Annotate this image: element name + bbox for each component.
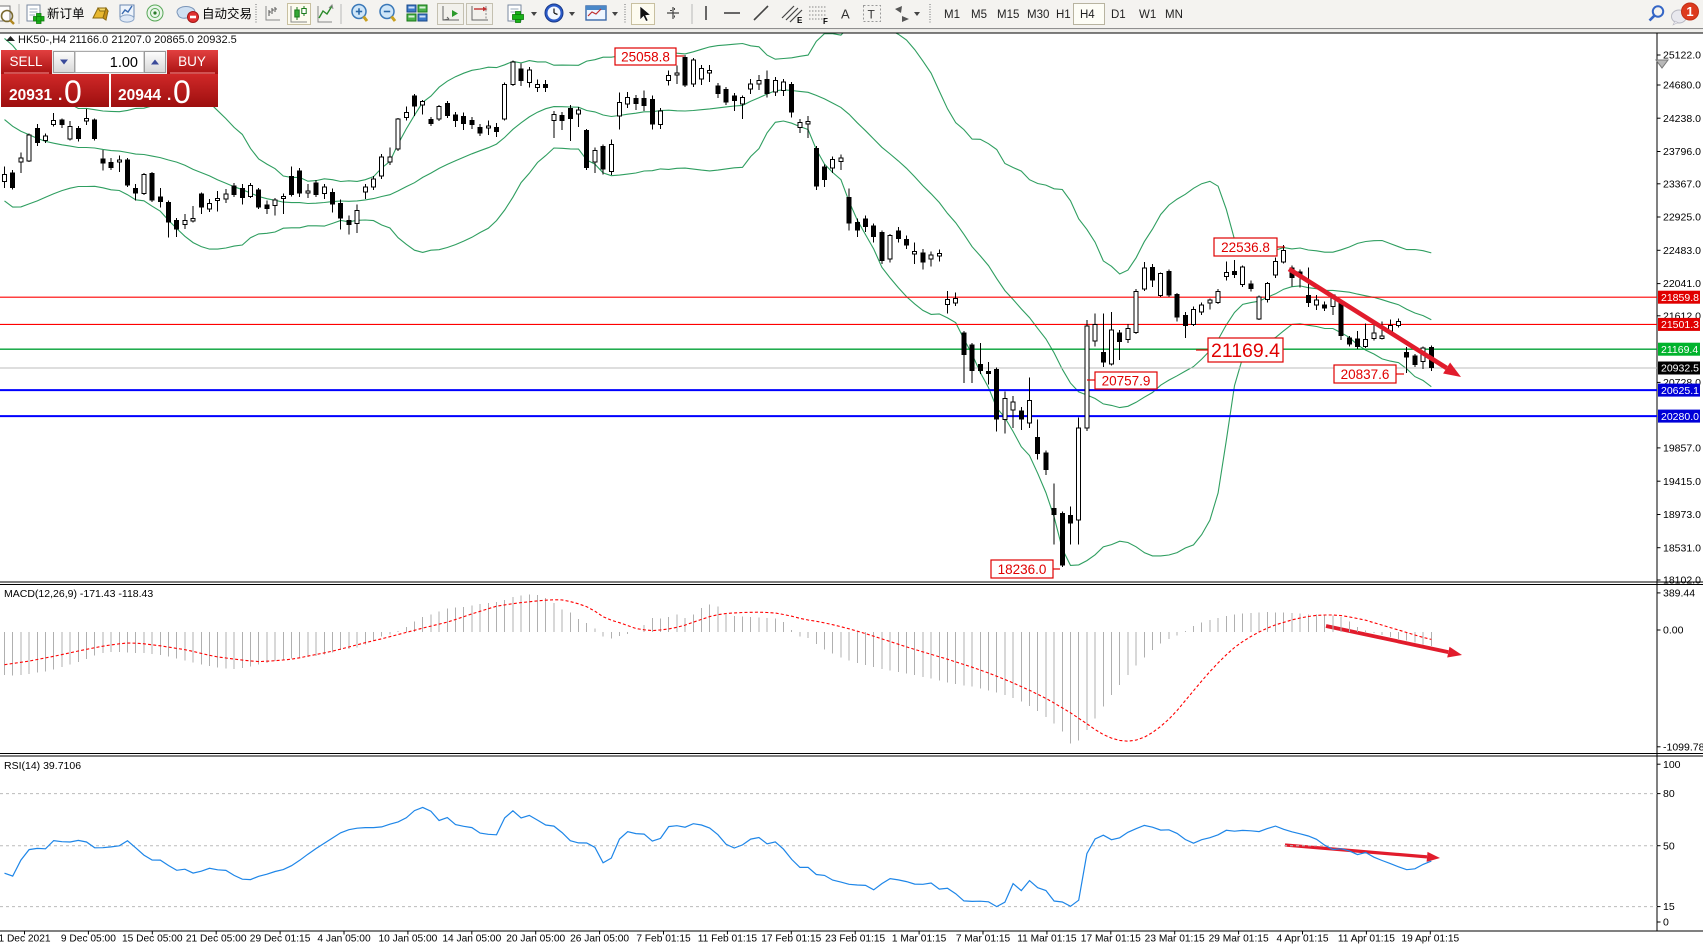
- svg-text:M15: M15: [997, 9, 1019, 21]
- svg-text:26 Jan 05:00: 26 Jan 05:00: [570, 934, 629, 945]
- svg-text:19 Apr 01:15: 19 Apr 01:15: [1401, 934, 1459, 945]
- svg-text:BUY: BUY: [178, 54, 206, 69]
- svg-text:18531.0: 18531.0: [1663, 542, 1701, 554]
- svg-text:1.00: 1.00: [110, 55, 138, 71]
- svg-text:23 Feb 01:15: 23 Feb 01:15: [825, 934, 885, 945]
- svg-text:18236.0: 18236.0: [998, 562, 1047, 577]
- svg-text:24238.0: 24238.0: [1663, 113, 1701, 125]
- svg-text:29 Dec 01:15: 29 Dec 01:15: [250, 934, 311, 945]
- svg-text:SELL: SELL: [9, 54, 43, 69]
- svg-text:21169.4: 21169.4: [1661, 344, 1698, 356]
- svg-text:20625.1: 20625.1: [1661, 385, 1699, 397]
- svg-text:-1099.78: -1099.78: [1663, 741, 1703, 753]
- svg-text:11 Apr 01:15: 11 Apr 01:15: [1338, 934, 1395, 945]
- svg-text:E: E: [797, 16, 803, 25]
- svg-text:7 Feb 01:15: 7 Feb 01:15: [636, 934, 691, 945]
- svg-text:1 Dec 2021: 1 Dec 2021: [0, 934, 51, 945]
- svg-text:22041.0: 22041.0: [1663, 278, 1701, 290]
- svg-text:HK50-,H4 21166.0 21207.0 2086: HK50-,H4 21166.0 21207.0 20865.0 20932.5: [18, 34, 237, 46]
- svg-text:.: .: [167, 87, 171, 104]
- svg-text:MN: MN: [1165, 9, 1183, 21]
- svg-text:自动交易: 自动交易: [202, 6, 252, 21]
- svg-text:11 Feb 01:15: 11 Feb 01:15: [698, 934, 758, 945]
- svg-text:1: 1: [1686, 4, 1693, 19]
- svg-text:A: A: [841, 7, 850, 22]
- svg-text:M1: M1: [944, 9, 960, 21]
- svg-text:15: 15: [1663, 901, 1675, 913]
- svg-text:20757.9: 20757.9: [1102, 373, 1151, 388]
- svg-text:23367.0: 23367.0: [1663, 178, 1701, 190]
- svg-text:T: T: [868, 8, 876, 22]
- svg-text:389.44: 389.44: [1663, 588, 1695, 600]
- svg-text:25122.0: 25122.0: [1663, 50, 1701, 62]
- svg-text:100: 100: [1663, 759, 1681, 771]
- svg-text:H4: H4: [1080, 9, 1095, 21]
- svg-text:RSI(14) 39.7106: RSI(14) 39.7106: [4, 760, 81, 772]
- svg-text:MACD(12,26,9) -171.43 -118.43: MACD(12,26,9) -171.43 -118.43: [4, 588, 153, 600]
- svg-text:19857.0: 19857.0: [1663, 443, 1701, 455]
- svg-text:20837.6: 20837.6: [1341, 367, 1390, 382]
- svg-text:22483.0: 22483.0: [1663, 245, 1701, 257]
- svg-text:0: 0: [1663, 917, 1669, 929]
- svg-text:0: 0: [173, 74, 191, 110]
- svg-text:11 Mar 01:15: 11 Mar 01:15: [1017, 934, 1077, 945]
- svg-text:25058.8: 25058.8: [621, 49, 670, 64]
- svg-text:1 Mar 01:15: 1 Mar 01:15: [892, 934, 947, 945]
- svg-text:18973.0: 18973.0: [1663, 509, 1701, 521]
- svg-text:4 Apr 01:15: 4 Apr 01:15: [1276, 934, 1328, 945]
- svg-text:4 Jan 05:00: 4 Jan 05:00: [317, 934, 371, 945]
- svg-text:18102.0: 18102.0: [1663, 575, 1701, 587]
- svg-text:21859.8: 21859.8: [1661, 292, 1699, 304]
- svg-text:17 Mar 01:15: 17 Mar 01:15: [1081, 934, 1141, 945]
- svg-text:21 Dec 05:00: 21 Dec 05:00: [186, 934, 247, 945]
- svg-text:20931: 20931: [9, 87, 52, 104]
- svg-text:F: F: [823, 17, 828, 26]
- svg-text:M30: M30: [1027, 9, 1049, 21]
- svg-text:0: 0: [64, 74, 82, 110]
- svg-text:10 Jan 05:00: 10 Jan 05:00: [378, 934, 437, 945]
- svg-text:W1: W1: [1139, 9, 1156, 21]
- svg-text:新订单: 新订单: [47, 6, 85, 21]
- svg-text:9 Dec 05:00: 9 Dec 05:00: [61, 934, 116, 945]
- svg-text:M5: M5: [971, 9, 987, 21]
- svg-text:22536.8: 22536.8: [1221, 240, 1270, 255]
- svg-text:H1: H1: [1056, 9, 1071, 21]
- svg-text:80: 80: [1663, 788, 1675, 800]
- svg-text:14 Jan 05:00: 14 Jan 05:00: [442, 934, 501, 945]
- svg-text:19415.0: 19415.0: [1663, 476, 1701, 488]
- svg-text:24680.0: 24680.0: [1663, 80, 1701, 92]
- svg-text:0.00: 0.00: [1663, 625, 1684, 637]
- svg-text:23796.0: 23796.0: [1663, 146, 1701, 158]
- svg-text:20944: 20944: [118, 87, 161, 104]
- svg-text:50: 50: [1663, 840, 1675, 852]
- svg-text:15 Dec 05:00: 15 Dec 05:00: [122, 934, 183, 945]
- svg-text:21501.3: 21501.3: [1661, 319, 1699, 331]
- svg-text:.: .: [58, 87, 62, 104]
- svg-text:20932.5: 20932.5: [1661, 363, 1699, 375]
- svg-text:21169.4: 21169.4: [1211, 340, 1280, 362]
- svg-text:D1: D1: [1111, 9, 1126, 21]
- svg-text:20280.0: 20280.0: [1661, 411, 1699, 423]
- svg-text:17 Feb 01:15: 17 Feb 01:15: [761, 934, 821, 945]
- svg-text:29 Mar 01:15: 29 Mar 01:15: [1209, 934, 1269, 945]
- svg-text:7 Mar 01:15: 7 Mar 01:15: [956, 934, 1011, 945]
- svg-text:20 Jan 05:00: 20 Jan 05:00: [506, 934, 565, 945]
- svg-text:22925.0: 22925.0: [1663, 212, 1701, 224]
- svg-text:23 Mar 01:15: 23 Mar 01:15: [1145, 934, 1205, 945]
